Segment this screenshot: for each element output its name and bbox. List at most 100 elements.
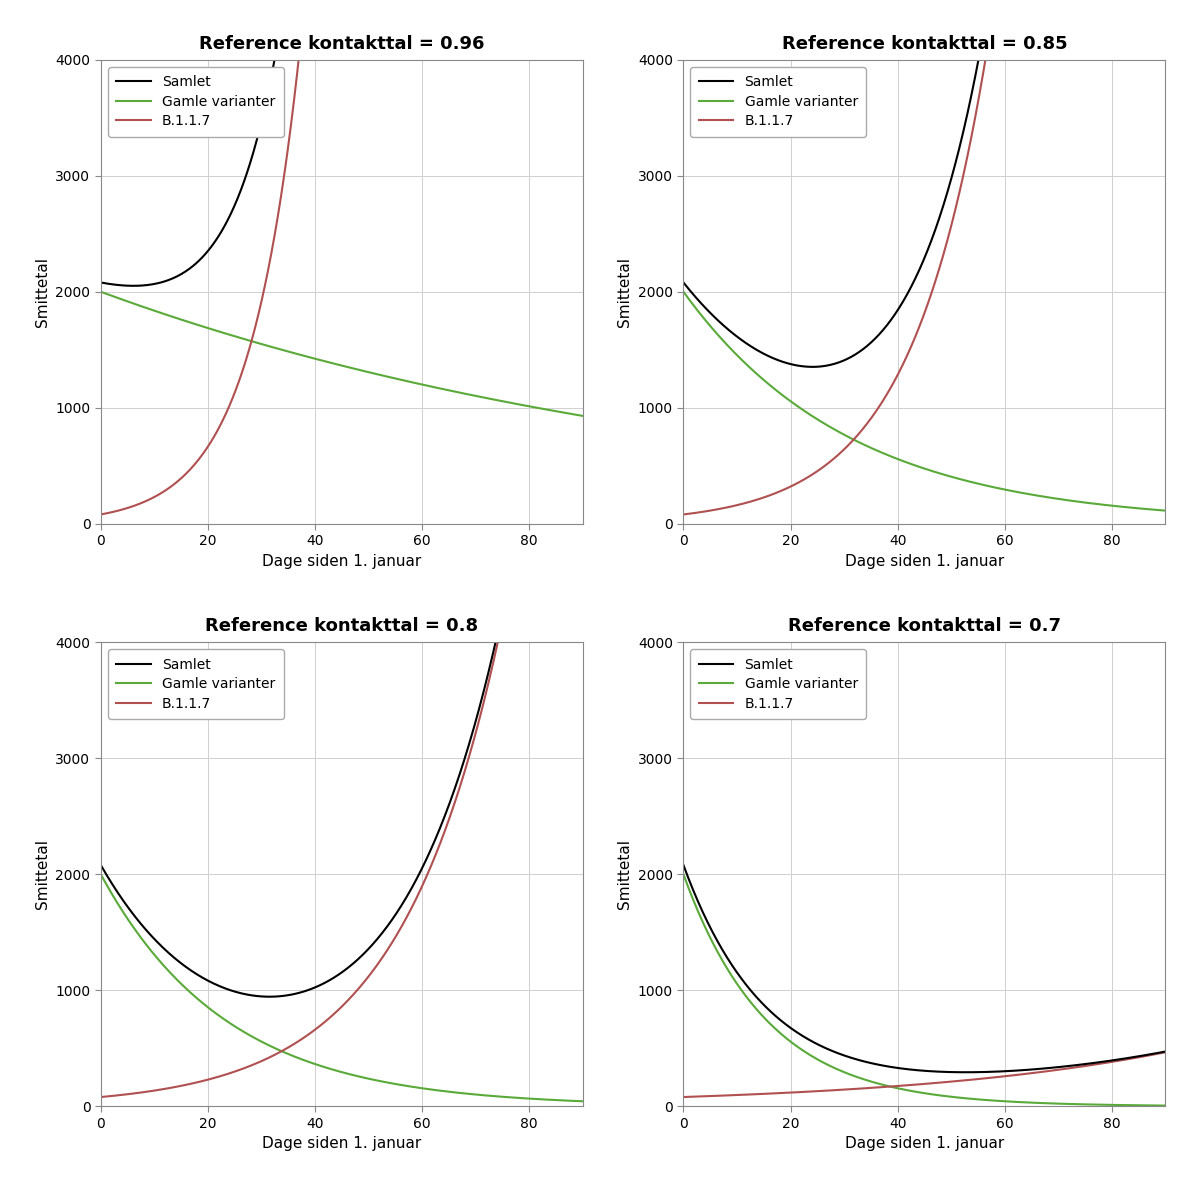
Gamle varianter xyxy=(762,1015,776,1029)
Samlet xyxy=(805,359,820,374)
B.1.1.7 xyxy=(378,946,392,961)
Gamle varianter xyxy=(762,377,776,391)
Samlet xyxy=(894,1061,908,1076)
Y-axis label: Smittetal: Smittetal xyxy=(617,840,632,910)
Line: B.1.1.7: B.1.1.7 xyxy=(101,36,583,1097)
Line: Gamle varianter: Gamle varianter xyxy=(684,874,1165,1105)
Line: B.1.1.7: B.1.1.7 xyxy=(684,0,1165,515)
Gamle varianter xyxy=(415,1082,430,1096)
Gamle varianter xyxy=(179,981,193,995)
Legend: Samlet, Gamle varianter, B.1.1.7: Samlet, Gamle varianter, B.1.1.7 xyxy=(108,66,283,136)
Samlet xyxy=(800,359,815,374)
Samlet xyxy=(126,279,140,293)
Line: B.1.1.7: B.1.1.7 xyxy=(101,0,583,515)
B.1.1.7 xyxy=(762,1086,776,1101)
Line: Gamle varianter: Gamle varianter xyxy=(101,292,583,416)
Gamle varianter xyxy=(677,867,691,881)
Samlet xyxy=(1158,1045,1172,1059)
B.1.1.7 xyxy=(415,878,430,892)
Title: Reference kontakttal = 0.8: Reference kontakttal = 0.8 xyxy=(205,617,479,636)
B.1.1.7 xyxy=(576,28,590,43)
Gamle varianter xyxy=(1158,1098,1172,1112)
Line: Gamle varianter: Gamle varianter xyxy=(101,874,583,1102)
Y-axis label: Smittetal: Smittetal xyxy=(35,840,49,910)
Y-axis label: Smittetal: Smittetal xyxy=(617,257,632,327)
Gamle varianter xyxy=(1039,490,1054,504)
B.1.1.7 xyxy=(800,471,815,485)
Gamle varianter xyxy=(998,483,1013,497)
B.1.1.7 xyxy=(217,409,232,423)
B.1.1.7 xyxy=(894,361,908,375)
Samlet xyxy=(762,349,776,363)
B.1.1.7 xyxy=(800,1084,815,1098)
Gamle varianter xyxy=(179,314,193,329)
Line: Samlet: Samlet xyxy=(684,0,1165,366)
B.1.1.7 xyxy=(677,1090,691,1104)
Gamle varianter xyxy=(312,352,326,366)
Gamle varianter xyxy=(960,1091,974,1105)
Line: Samlet: Samlet xyxy=(684,865,1165,1072)
Samlet xyxy=(218,217,233,231)
X-axis label: Dage siden 1. januar: Dage siden 1. januar xyxy=(845,554,1004,569)
Gamle varianter xyxy=(456,387,470,401)
B.1.1.7 xyxy=(998,1069,1013,1083)
B.1.1.7 xyxy=(312,1020,326,1034)
X-axis label: Dage siden 1. januar: Dage siden 1. januar xyxy=(845,1136,1004,1152)
B.1.1.7 xyxy=(762,489,776,503)
Gamle varianter xyxy=(378,369,392,383)
Samlet xyxy=(179,959,193,974)
B.1.1.7 xyxy=(960,1073,974,1088)
X-axis label: Dage siden 1. januar: Dage siden 1. januar xyxy=(262,1136,421,1152)
Title: Reference kontakttal = 0.7: Reference kontakttal = 0.7 xyxy=(788,617,1061,636)
Samlet xyxy=(180,263,194,278)
Samlet xyxy=(677,857,691,872)
Gamle varianter xyxy=(94,285,108,299)
Samlet xyxy=(959,1065,973,1079)
Samlet xyxy=(378,922,392,936)
Samlet xyxy=(416,859,431,873)
B.1.1.7 xyxy=(677,508,691,522)
B.1.1.7 xyxy=(217,1067,232,1082)
Samlet xyxy=(217,981,232,995)
Samlet xyxy=(677,275,691,289)
Gamle varianter xyxy=(217,1013,232,1027)
Samlet xyxy=(312,978,326,993)
Samlet xyxy=(576,23,590,37)
Samlet xyxy=(800,1032,815,1046)
Samlet xyxy=(94,275,108,289)
Samlet xyxy=(263,989,277,1003)
Gamle varianter xyxy=(378,1075,392,1089)
Line: Samlet: Samlet xyxy=(101,0,583,286)
B.1.1.7 xyxy=(179,1078,193,1092)
Samlet xyxy=(961,1065,976,1079)
Gamle varianter xyxy=(960,474,974,489)
Gamle varianter xyxy=(800,406,815,420)
Line: Gamle varianter: Gamle varianter xyxy=(684,292,1165,511)
Gamle varianter xyxy=(894,453,908,467)
Samlet xyxy=(457,752,472,766)
B.1.1.7 xyxy=(1039,1064,1054,1078)
B.1.1.7 xyxy=(960,149,974,164)
Title: Reference kontakttal = 0.96: Reference kontakttal = 0.96 xyxy=(199,34,485,52)
Gamle varianter xyxy=(800,1046,815,1060)
Gamle varianter xyxy=(415,377,430,391)
Legend: Samlet, Gamle varianter, B.1.1.7: Samlet, Gamle varianter, B.1.1.7 xyxy=(690,66,866,136)
X-axis label: Dage siden 1. januar: Dage siden 1. januar xyxy=(262,554,421,569)
Gamle varianter xyxy=(677,285,691,299)
Title: Reference kontakttal = 0.85: Reference kontakttal = 0.85 xyxy=(781,34,1067,52)
B.1.1.7 xyxy=(94,1090,108,1104)
Samlet xyxy=(94,857,108,872)
Line: B.1.1.7: B.1.1.7 xyxy=(684,1052,1165,1097)
B.1.1.7 xyxy=(179,466,193,480)
Samlet xyxy=(762,1002,776,1016)
Samlet xyxy=(1040,1061,1055,1076)
Gamle varianter xyxy=(576,1095,590,1109)
B.1.1.7 xyxy=(94,508,108,522)
Legend: Samlet, Gamle varianter, B.1.1.7: Samlet, Gamle varianter, B.1.1.7 xyxy=(690,650,866,719)
Gamle varianter xyxy=(894,1082,908,1096)
Gamle varianter xyxy=(217,326,232,340)
Samlet xyxy=(998,1064,1013,1078)
Gamle varianter xyxy=(456,1086,470,1101)
B.1.1.7 xyxy=(1158,1045,1172,1059)
Samlet xyxy=(961,103,976,117)
